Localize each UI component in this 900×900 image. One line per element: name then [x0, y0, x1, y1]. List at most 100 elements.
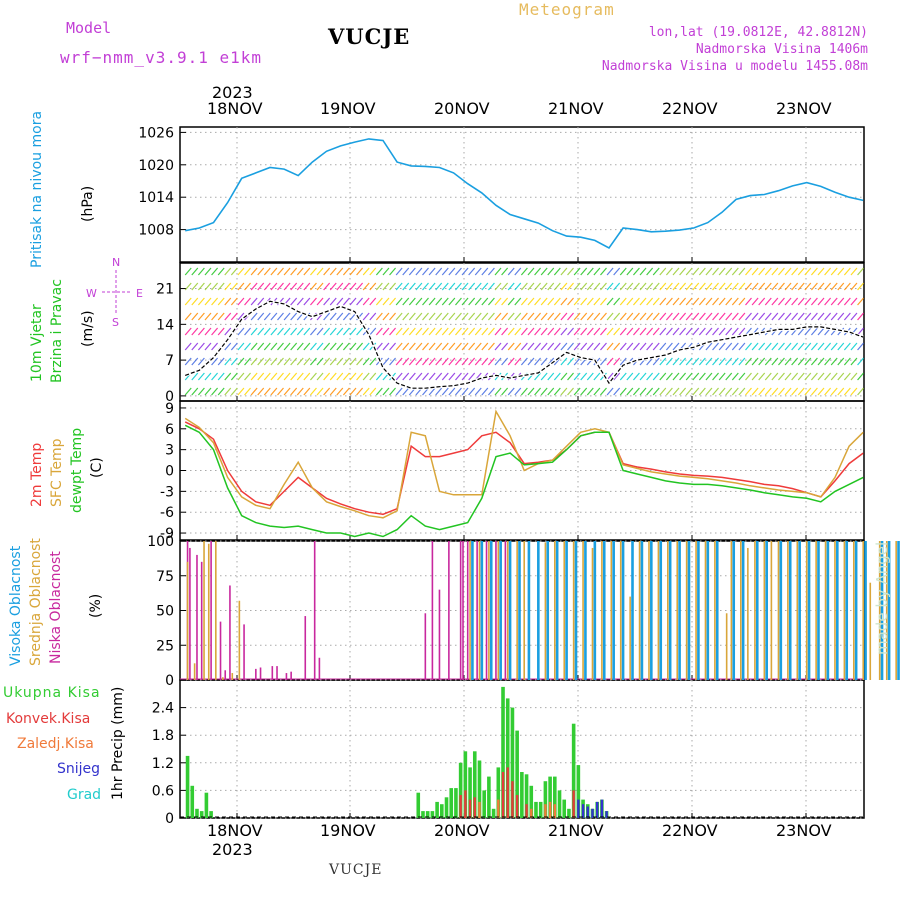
wind-barb: [797, 357, 805, 366]
wind-barb: [507, 387, 515, 396]
wind-barb: [184, 312, 192, 321]
wind-barb: [613, 297, 621, 306]
wind-barb: [712, 327, 719, 336]
precip-bar: [553, 776, 557, 818]
wind-barb: [402, 327, 410, 336]
wind-barb: [507, 282, 515, 291]
wind-barb: [639, 297, 647, 306]
wind-barb: [224, 357, 232, 366]
wind-barb: [224, 312, 232, 321]
cloud-bar: [796, 541, 799, 680]
wind-barb: [461, 297, 469, 306]
wind-barb: [501, 342, 509, 351]
wind-barb: [455, 357, 462, 366]
wind-barb: [791, 282, 799, 291]
cloud-bar: [224, 670, 227, 680]
wind-barb: [580, 327, 588, 336]
wind-barb: [204, 282, 212, 291]
wind-barb: [389, 267, 397, 276]
wind-barb: [250, 267, 258, 276]
wind-barb: [810, 387, 818, 396]
wind-barb: [698, 312, 706, 321]
coordinates: lon,lat (19.0812E, 42.8812N): [648, 25, 868, 40]
precip-legend-graupel: Grad: [67, 787, 102, 803]
wind-barb: [263, 282, 271, 291]
wind-barb: [336, 312, 344, 321]
wind-barb: [342, 342, 350, 351]
wind-barb: [679, 297, 687, 306]
cloud-bar: [572, 541, 575, 680]
wind-barb: [257, 357, 265, 366]
wind-barb: [600, 327, 607, 336]
wind-barb: [362, 312, 370, 321]
precip-bar: [416, 792, 421, 818]
wind-barb: [389, 342, 397, 351]
wind-barb: [738, 267, 746, 276]
wind-barb: [448, 342, 456, 351]
wind-barb: [593, 282, 601, 291]
wind-barb: [639, 387, 647, 396]
wind-barb: [309, 387, 317, 396]
cloud-bar: [648, 541, 650, 680]
wind-barb: [712, 312, 719, 321]
cloud-bar: [610, 541, 613, 680]
wind-barb: [501, 327, 509, 336]
wind-barb: [277, 357, 284, 366]
wind-barb: [830, 342, 838, 351]
wind-barb: [422, 297, 429, 306]
wind-barb: [184, 357, 192, 366]
wind-barb: [810, 312, 818, 321]
wind-barb: [336, 282, 344, 291]
wind-barb: [237, 267, 245, 276]
wind-barb: [758, 312, 766, 321]
wind-barb: [382, 357, 390, 366]
cloud-bar: [878, 541, 881, 680]
wind-barb: [731, 327, 739, 336]
wind-barb: [573, 342, 581, 351]
wind-barb: [652, 387, 660, 396]
wind-barb: [665, 312, 673, 321]
wind-barb: [685, 282, 693, 291]
wind-barb: [553, 267, 561, 276]
wind-barb: [685, 327, 693, 336]
wind-barb: [698, 372, 706, 381]
wind-barb: [665, 387, 673, 396]
wind-barb: [685, 267, 693, 276]
cloud-bar: [678, 541, 681, 680]
wind-barb: [375, 342, 383, 351]
wind-barb: [422, 282, 429, 291]
wind-barb: [250, 282, 258, 291]
panel-frame-0: [179, 126, 865, 263]
wind-barb: [336, 387, 344, 396]
wind-barb: [415, 342, 423, 351]
wind-barb: [349, 387, 357, 396]
wind-barb: [237, 282, 245, 291]
wind-barb: [712, 267, 719, 276]
wind-barb: [797, 312, 805, 321]
wind-barb: [804, 387, 812, 396]
wind-barb: [309, 327, 317, 336]
wind-barb: [415, 282, 423, 291]
wind-barb: [843, 372, 851, 381]
wind-barb: [316, 387, 324, 396]
wind-barb: [309, 282, 317, 291]
wind-barb: [560, 297, 568, 306]
wind-barb: [758, 267, 766, 276]
wind-barb: [665, 327, 673, 336]
wind-barb: [626, 327, 634, 336]
cloud-bar: [725, 613, 728, 680]
wind-barb: [639, 372, 647, 381]
wind-barb: [191, 327, 199, 336]
wind-barb: [494, 327, 502, 336]
wind-barb: [659, 327, 667, 336]
compass-w: W: [86, 287, 97, 300]
wind-barb: [784, 357, 792, 366]
precip-bar: [464, 790, 467, 818]
wind-barb: [309, 267, 317, 276]
precip-bar: [562, 799, 567, 818]
cloud-bar: [222, 677, 224, 680]
wind-barb: [731, 282, 739, 291]
cloud-bar: [471, 541, 474, 680]
precip-bar: [572, 790, 575, 818]
wind-barb: [244, 282, 251, 291]
